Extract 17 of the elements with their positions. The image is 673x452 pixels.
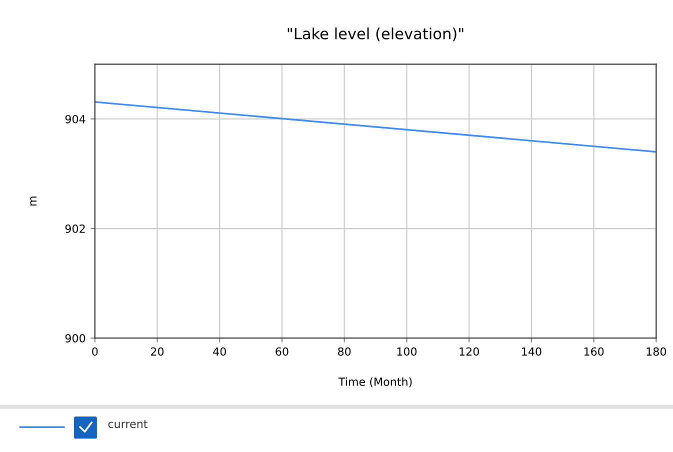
x-tick-label: 100 [397,347,417,356]
x-tick-label: 180 [646,347,666,356]
text: current [108,420,148,428]
x-tick-label: 140 [522,347,542,356]
x-tick-label: 20 [151,347,164,356]
x-tick-label: 0 [92,347,98,356]
x-tick-label: 40 [213,347,226,356]
x-axis-title: Time (Month) [338,377,412,388]
y-tick-label: 904 [65,114,86,124]
y-axis-title: m [30,196,36,206]
x-tick-label: 60 [276,347,288,356]
chart-title: "Lake level (elevation)" [288,28,464,42]
y-tick-label: 902 [65,224,85,233]
x-tick-label: 80 [338,347,351,356]
x-tick-label: 120 [460,347,479,356]
y-tick-label: 900 [65,334,86,342]
x-tick-label: 160 [584,347,604,356]
